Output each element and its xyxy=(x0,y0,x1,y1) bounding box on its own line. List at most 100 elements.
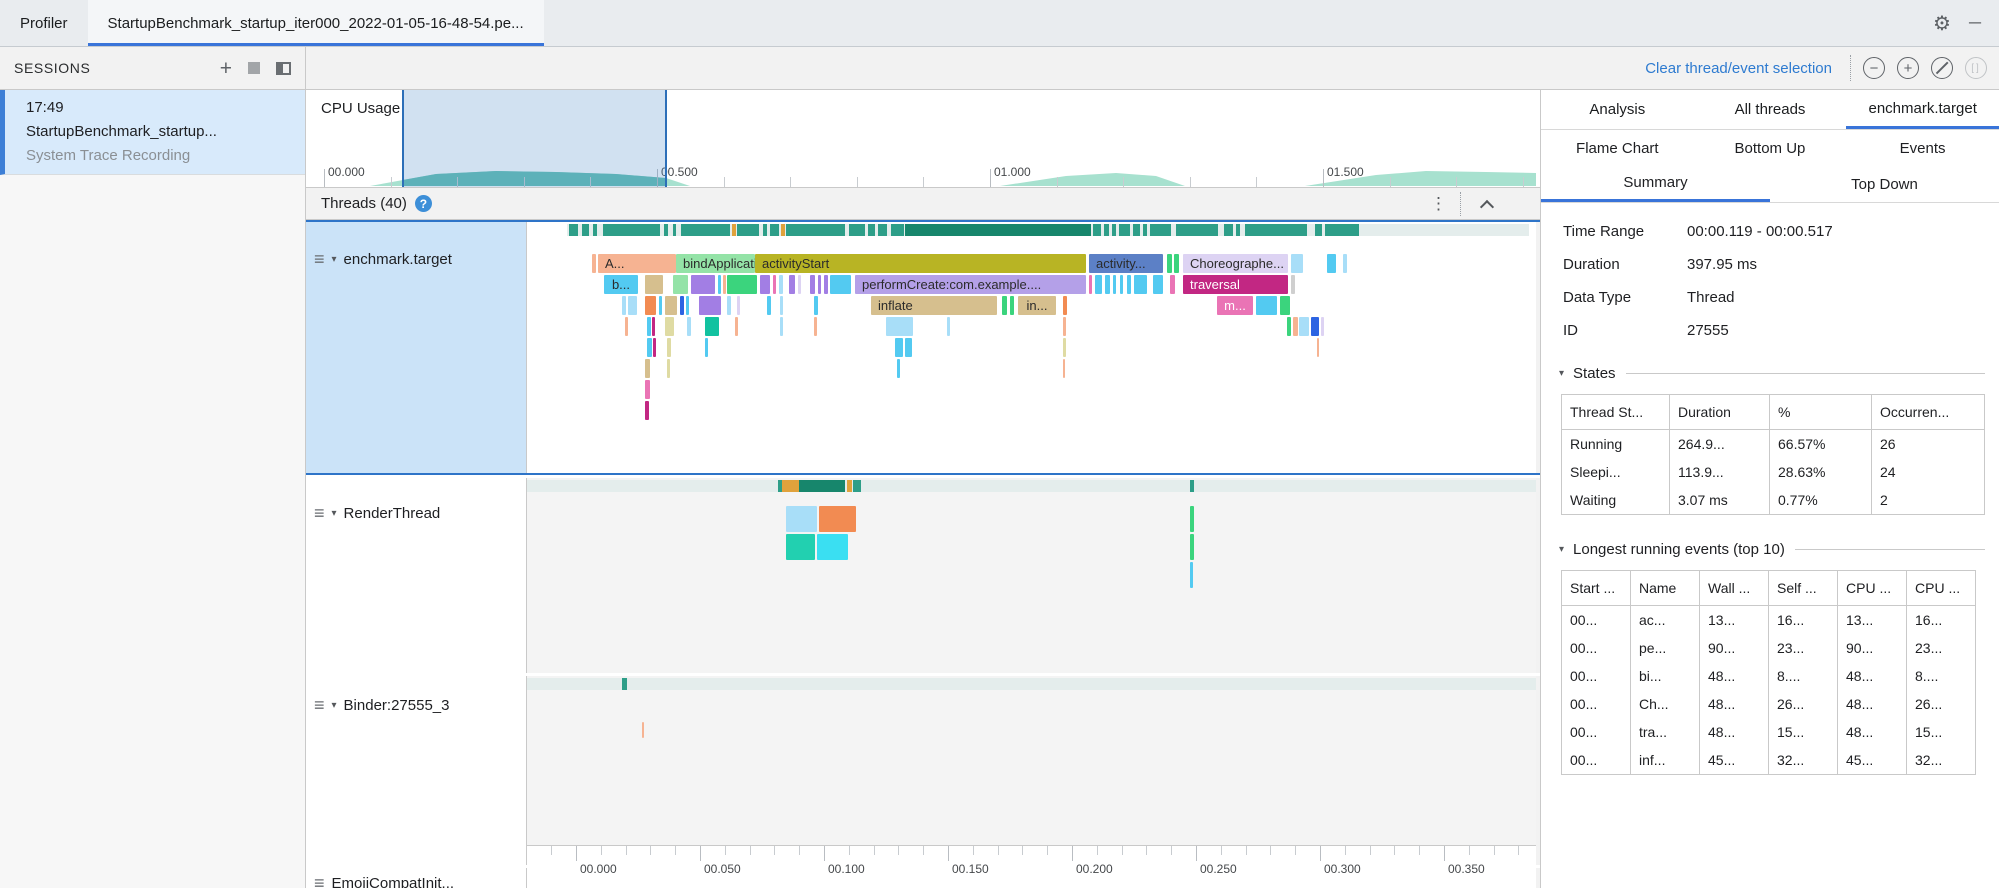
trace-event[interactable] xyxy=(1293,317,1298,336)
minimize-icon[interactable]: ─ xyxy=(1968,13,1981,32)
trace-event[interactable] xyxy=(727,296,731,315)
events-table[interactable]: Start ... Name Wall ... Self ... CPU ... CPU … xyxy=(1561,570,1976,775)
trace-event[interactable] xyxy=(786,506,817,532)
trace-event[interactable] xyxy=(810,275,815,294)
trace-event[interactable] xyxy=(723,275,726,294)
trace-event[interactable] xyxy=(645,380,650,399)
trace-event[interactable] xyxy=(628,296,637,315)
trace-event[interactable] xyxy=(737,296,740,315)
trace-event[interactable] xyxy=(780,296,783,315)
table-row[interactable]: Sleepi... 113.9... 28.63% 24 xyxy=(1561,458,1985,486)
reset-zoom-button[interactable] xyxy=(1931,57,1953,79)
trace-event[interactable] xyxy=(1190,534,1194,560)
trace-event[interactable] xyxy=(667,359,670,378)
trace-event[interactable] xyxy=(659,296,662,315)
trace-event[interactable] xyxy=(947,317,950,336)
trace-event[interactable]: activity... xyxy=(1089,254,1163,273)
drag-handle-icon[interactable]: ≡ xyxy=(314,873,325,888)
trace-event[interactable] xyxy=(705,338,708,357)
table-row[interactable]: 00... ac... 13... 16... 13... 16... xyxy=(1561,605,1976,634)
table-row[interactable]: 00... bi... 48... 8.... 48... 8.... xyxy=(1561,662,1976,690)
kebab-menu-icon[interactable]: ⋮ xyxy=(1430,193,1447,213)
subtab-flame-chart[interactable]: Flame Chart xyxy=(1576,139,1659,157)
drag-handle-icon[interactable]: ≡ xyxy=(314,249,325,269)
drag-handle-icon[interactable]: ≡ xyxy=(314,695,325,715)
trace-event[interactable] xyxy=(705,317,719,336)
trace-event[interactable] xyxy=(1063,296,1067,315)
trace-event[interactable] xyxy=(699,296,721,315)
expand-triangle-icon[interactable]: ▾ xyxy=(331,253,337,265)
trace-event[interactable] xyxy=(1127,275,1131,294)
trace-event[interactable] xyxy=(819,506,856,532)
trace-event[interactable] xyxy=(817,534,848,560)
trace-event[interactable] xyxy=(652,317,655,336)
add-session-icon[interactable]: + xyxy=(219,56,232,80)
thread-label[interactable]: ≡ ▾ RenderThread xyxy=(314,504,440,522)
trace-event[interactable] xyxy=(895,338,903,357)
cpu-selection-range[interactable] xyxy=(402,90,667,187)
trace-event[interactable] xyxy=(645,275,663,294)
column-header[interactable]: Start ... xyxy=(1561,570,1631,606)
thread-row-binder-27555-3[interactable]: ≡ ▾ Binder:27555_3 xyxy=(306,676,1540,865)
trace-event[interactable] xyxy=(625,317,628,336)
trace-event[interactable] xyxy=(773,275,776,294)
trace-event[interactable] xyxy=(735,317,738,336)
trace-event[interactable] xyxy=(1002,296,1007,315)
trace-event[interactable]: bindApplication xyxy=(676,254,755,273)
trace-event[interactable] xyxy=(814,317,817,336)
trace-event[interactable] xyxy=(680,296,684,315)
trace-event[interactable] xyxy=(1174,254,1179,273)
cpu-track[interactable]: CPU Usage 00.000 00.500 01.000 01.500 xyxy=(306,90,1540,188)
subtab-top-down[interactable]: Top Down xyxy=(1851,175,1918,193)
trace-event[interactable] xyxy=(727,275,757,294)
trace-event[interactable] xyxy=(779,275,783,294)
subtab-summary[interactable]: Summary xyxy=(1541,166,1770,202)
tab-all-threads[interactable]: All threads xyxy=(1734,101,1806,118)
zoom-out-button[interactable]: − xyxy=(1863,57,1885,79)
collapse-chevron-icon[interactable] xyxy=(1479,199,1495,215)
session-item[interactable]: 17:49 StartupBenchmark_startup... System… xyxy=(0,90,305,175)
trace-event[interactable] xyxy=(1120,275,1123,294)
zoom-in-button[interactable]: + xyxy=(1897,57,1919,79)
table-row[interactable]: 00... pe... 90... 23... 90... 23... xyxy=(1561,634,1976,662)
trace-event[interactable] xyxy=(814,296,818,315)
collapse-panel-icon[interactable] xyxy=(276,61,291,75)
trace-event[interactable] xyxy=(645,359,650,378)
thread-track[interactable]: A...bindApplicationactivityStartactivity… xyxy=(527,222,1536,473)
trace-event[interactable] xyxy=(1095,275,1102,294)
trace-event[interactable] xyxy=(622,296,626,315)
trace-event[interactable]: A... xyxy=(598,254,676,273)
trace-event[interactable] xyxy=(886,317,913,336)
trace-event[interactable] xyxy=(760,275,770,294)
trace-event[interactable] xyxy=(798,275,801,294)
trace-event[interactable] xyxy=(786,534,815,560)
zoom-to-selection-button[interactable]: [] xyxy=(1965,57,1987,79)
states-table[interactable]: Thread St... Duration% Occurren... Running 2… xyxy=(1561,394,1985,515)
trace-event[interactable] xyxy=(1327,254,1336,273)
clear-selection-link[interactable]: Clear thread/event selection xyxy=(1645,59,1832,77)
column-header[interactable]: % xyxy=(1769,394,1872,430)
thread-row-enchmark-target[interactable]: ≡▾enchmark.targetA...bindApplicationacti… xyxy=(306,220,1540,475)
trace-event[interactable] xyxy=(1010,296,1014,315)
thread-label[interactable]: ≡ ▾ Binder:27555_3 xyxy=(314,696,449,714)
events-section-header[interactable]: ▾ Longest running events (top 10) xyxy=(1559,541,1985,558)
thread-track[interactable] xyxy=(527,676,1536,865)
trace-event[interactable]: traversal xyxy=(1183,275,1288,294)
trace-event[interactable] xyxy=(653,338,656,357)
subtab-events[interactable]: Events xyxy=(1899,139,1946,157)
column-header[interactable]: Occurren... xyxy=(1871,394,1985,430)
trace-event[interactable] xyxy=(1291,254,1303,273)
trace-event[interactable] xyxy=(1256,296,1277,315)
trace-event[interactable] xyxy=(1153,275,1163,294)
trace-event[interactable] xyxy=(818,275,821,294)
table-row[interactable]: 00... tra... 48... 15... 48... 15... xyxy=(1561,718,1976,746)
trace-event[interactable] xyxy=(645,296,656,315)
expand-triangle-icon[interactable]: ▾ xyxy=(331,699,337,711)
trace-event[interactable] xyxy=(1280,296,1290,315)
trace-event[interactable] xyxy=(1317,338,1319,357)
trace-event[interactable] xyxy=(824,275,828,294)
trace-event[interactable]: performCreate:com.example.... xyxy=(855,275,1086,294)
trace-event[interactable] xyxy=(1063,359,1065,378)
trace-event[interactable] xyxy=(1287,317,1291,336)
tab-session-file[interactable]: StartupBenchmark_startup_iter000_2022-01… xyxy=(87,0,544,46)
